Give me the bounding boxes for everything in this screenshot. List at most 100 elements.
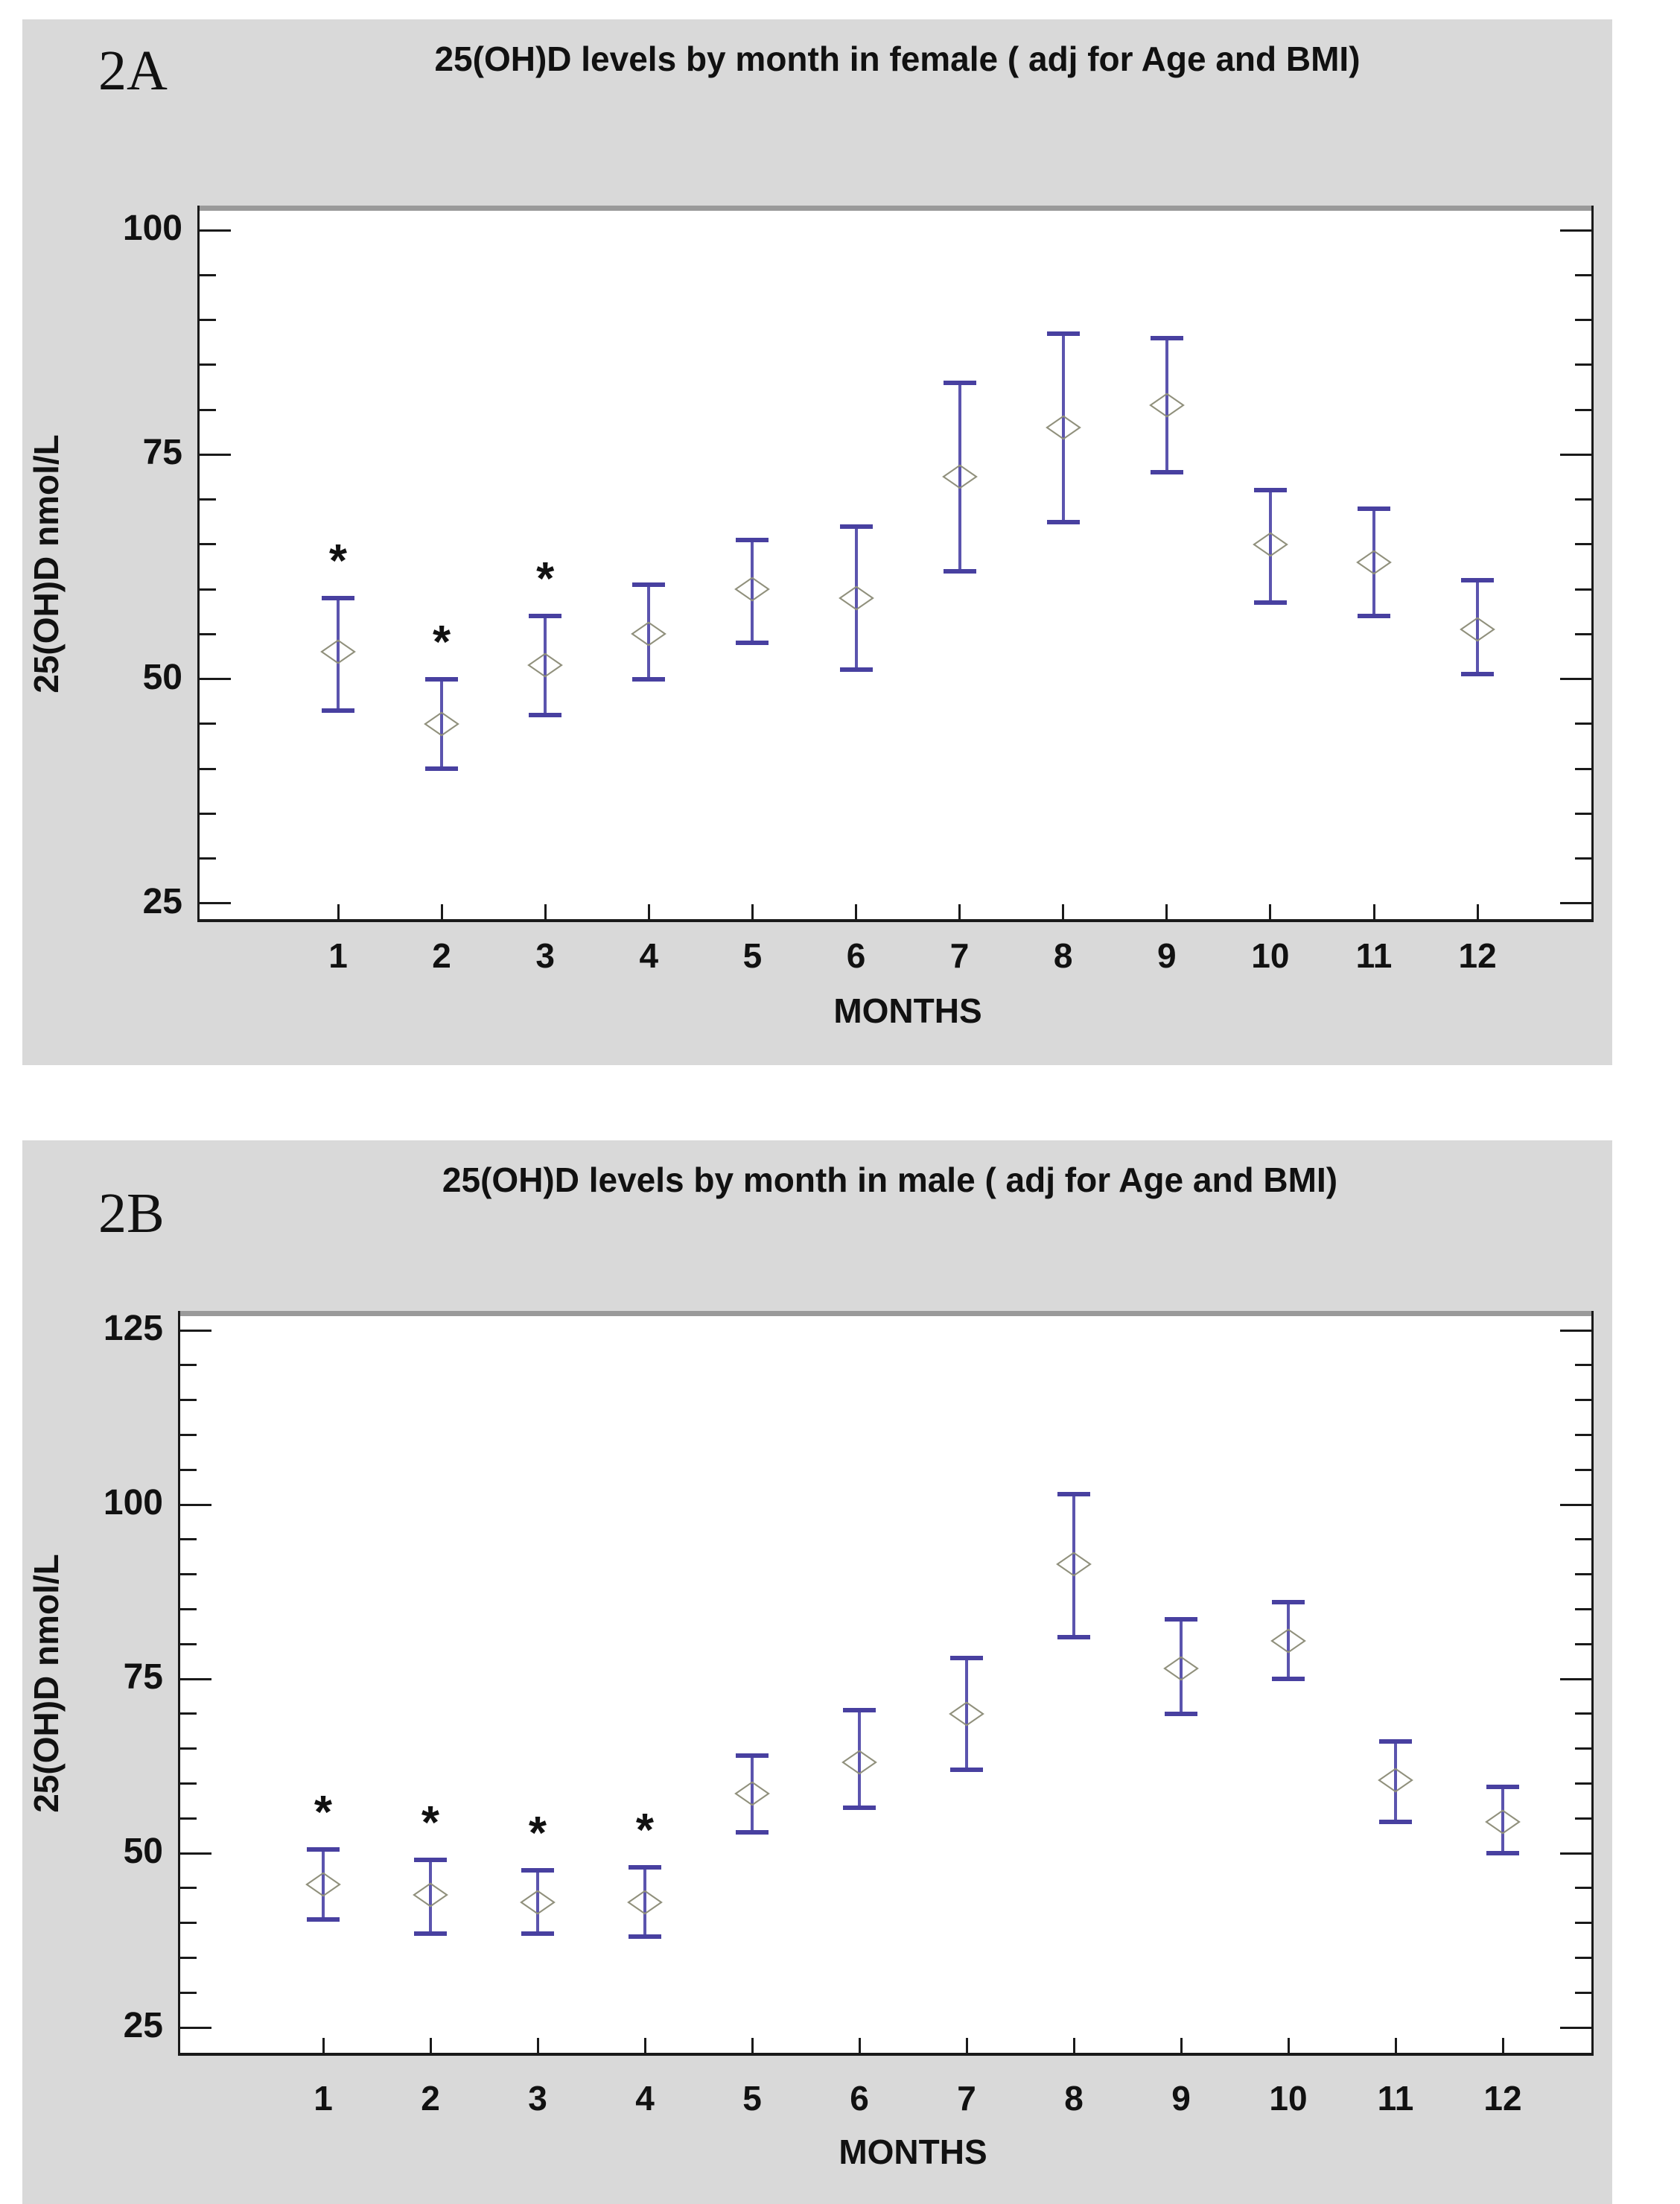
significance-asterisk: * [433, 616, 451, 668]
x-tick-label: 6 [850, 2079, 869, 2118]
y-minor-tick-right [1575, 1399, 1591, 1402]
y-minor-tick-left [200, 498, 216, 501]
y-minor-tick-left [180, 1433, 197, 1436]
error-bar-line [337, 598, 340, 711]
x-tick [1165, 904, 1168, 919]
error-bar-cap-top [1461, 577, 1495, 582]
error-bar-cap-top [1379, 1739, 1412, 1744]
y-minor-tick-right [1575, 1712, 1591, 1715]
error-bar-cap-top [1253, 488, 1287, 493]
y-major-tick-left [180, 2026, 211, 2029]
error-bar-line [1061, 333, 1065, 522]
x-tick-label: 6 [846, 936, 866, 975]
error-bar-line [544, 616, 547, 715]
y-minor-tick-left [180, 1573, 197, 1576]
chart-title-female: 25(OH)D levels by month in female ( adj … [434, 39, 1361, 78]
y-minor-tick-left [180, 1712, 197, 1715]
error-bar-cap-bottom [521, 1931, 554, 1936]
error-bar-line [322, 1849, 325, 1919]
x-tick-label: 5 [742, 2079, 762, 2118]
y-minor-tick-right [1575, 1817, 1591, 1820]
x-tick [337, 904, 340, 919]
x-tick-label: 12 [1483, 2079, 1522, 2118]
y-minor-tick-left [200, 632, 216, 635]
x-tick [1501, 2038, 1504, 2053]
y-tick-label: 25 [142, 881, 182, 921]
y-minor-tick-right [1575, 767, 1591, 770]
x-tick-label: 2 [432, 936, 451, 975]
x-tick-label: 8 [1064, 2079, 1084, 2118]
y-major-tick-left [200, 678, 231, 680]
error-bar-cap-bottom [1272, 1677, 1305, 1681]
y-minor-tick-right [1575, 857, 1591, 860]
y-axis-title-female: 25(OH)D nmol/L [27, 434, 66, 693]
error-bar-cap-top [414, 1858, 447, 1863]
error-bar-cap-top [1057, 1491, 1090, 1496]
error-bar-line [1180, 1619, 1183, 1714]
plot-border-right [1591, 206, 1594, 922]
y-minor-tick-right [1575, 1956, 1591, 1959]
x-tick-label: 2 [421, 2079, 440, 2118]
error-bar-line [440, 679, 444, 769]
y-minor-tick-left [180, 1642, 197, 1645]
y-minor-tick-right [1575, 1433, 1591, 1436]
x-tick [1394, 2038, 1397, 2053]
y-tick-label: 50 [123, 1832, 163, 1871]
error-bar-cap-bottom [632, 676, 666, 682]
x-tick [1372, 904, 1375, 919]
error-bar-cap-top [736, 1753, 769, 1758]
y-minor-tick-left [200, 273, 216, 276]
x-tick-label: 3 [535, 936, 555, 975]
y-major-tick-right [1560, 1852, 1591, 1855]
x-tick [855, 904, 857, 919]
error-bar-cap-top [1358, 506, 1390, 511]
x-tick-label: 8 [1053, 936, 1073, 975]
plot-border-top [197, 206, 1594, 211]
error-bar-cap-bottom [1057, 1634, 1090, 1639]
error-bar-cap-bottom [736, 1829, 769, 1835]
y-minor-tick-right [1575, 1991, 1591, 1994]
y-minor-tick-left [180, 1817, 197, 1820]
error-bar-cap-bottom [839, 667, 873, 673]
y-tick-label: 25 [123, 2006, 163, 2045]
error-bar-cap-top [839, 524, 873, 529]
y-major-tick-right [1560, 453, 1591, 456]
error-bar-cap-bottom [1150, 470, 1183, 475]
plot-border-bottom [197, 919, 1594, 922]
plot-border-left [197, 206, 200, 922]
error-bar-cap-top [843, 1708, 876, 1713]
error-bar-cap-top [521, 1868, 554, 1873]
error-bar-line [751, 539, 754, 644]
y-minor-tick-right [1575, 588, 1591, 591]
error-bar-cap-top [1046, 331, 1080, 336]
y-minor-tick-left [180, 1782, 197, 1785]
y-major-tick-right [1560, 902, 1591, 905]
x-tick-label: 10 [1269, 2079, 1308, 2118]
y-minor-tick-right [1575, 812, 1591, 815]
figure-label-2a: 2A [98, 39, 168, 102]
error-bar-cap-top [307, 1847, 340, 1852]
x-tick [751, 904, 754, 919]
y-minor-tick-left [180, 1956, 197, 1959]
y-major-tick-right [1560, 2026, 1591, 2029]
significance-asterisk: * [328, 536, 348, 588]
x-tick-label: 1 [314, 2079, 333, 2118]
error-bar-cap-bottom [950, 1767, 983, 1772]
error-bar-cap-bottom [1379, 1819, 1412, 1824]
significance-asterisk: * [528, 1808, 547, 1860]
y-tick-label: 50 [142, 657, 182, 697]
y-minor-tick-left [180, 1607, 197, 1610]
y-minor-tick-right [1575, 1887, 1591, 1890]
error-bar-line [1072, 1493, 1075, 1637]
y-minor-tick-right [1575, 363, 1591, 366]
error-bar-cap-top [322, 596, 354, 601]
y-minor-tick-right [1575, 1538, 1591, 1541]
error-bar-cap-bottom [307, 1916, 340, 1922]
error-bar-cap-bottom [1461, 672, 1495, 677]
error-bar-line [647, 584, 651, 679]
error-bar-cap-bottom [843, 1806, 876, 1811]
error-bar-line [1394, 1741, 1397, 1822]
error-bar-line [1372, 508, 1375, 617]
error-bar-cap-top [943, 380, 976, 385]
